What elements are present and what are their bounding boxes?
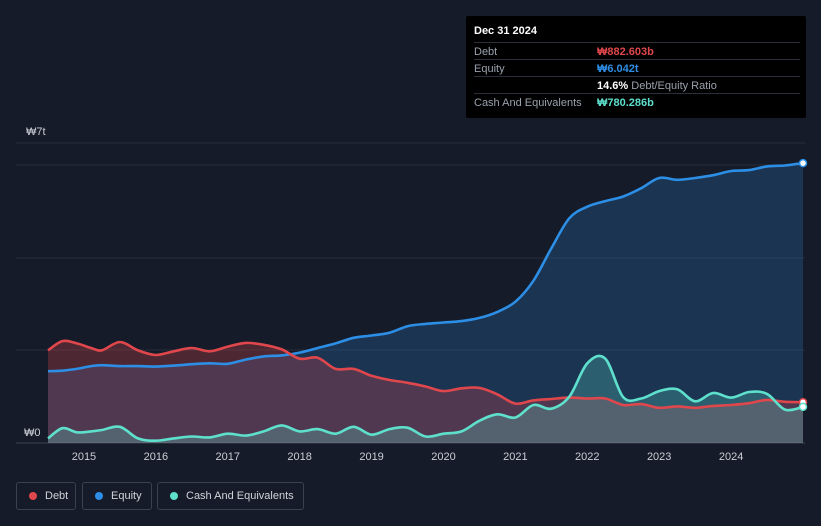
legend-label: Equity xyxy=(111,490,142,502)
legend-item-debt[interactable]: Debt xyxy=(16,482,76,510)
series-areas xyxy=(48,163,803,443)
tooltip-row-debt: Debt ₩882.603b xyxy=(474,42,800,60)
legend-label: Cash And Equivalents xyxy=(186,490,294,502)
legend-dot-icon xyxy=(29,492,37,500)
tooltip-date: Dec 31 2024 xyxy=(474,25,537,37)
tooltip-label: Cash And Equivalents xyxy=(474,97,582,109)
x-tick-label: 2015 xyxy=(72,451,96,463)
legend-item-cash[interactable]: Cash And Equivalents xyxy=(157,482,304,510)
tooltip-label: Debt xyxy=(474,46,498,58)
y-tick-max: ₩7t xyxy=(26,126,46,138)
series-lines xyxy=(47,161,804,442)
gridlines xyxy=(16,142,805,444)
legend-item-equity[interactable]: Equity xyxy=(82,482,152,510)
line-equity xyxy=(47,161,804,373)
x-axis-ticks: 2015 2016 2017 2018 2019 2020 2021 2022 2023 2024 xyxy=(72,451,744,463)
x-tick-label: 2017 xyxy=(216,451,240,463)
y-tick-zero: ₩0 xyxy=(24,427,41,439)
tooltip-value-debt: ₩882.603b xyxy=(597,46,654,58)
tooltip-ratio: 14.6% Debt/Equity Ratio xyxy=(597,80,717,92)
x-tick-label: 2020 xyxy=(431,451,455,463)
x-tick-label: 2016 xyxy=(144,451,168,463)
end-marker-equity xyxy=(798,158,808,168)
end-markers xyxy=(798,158,808,412)
legend-label: Debt xyxy=(45,490,69,502)
area-equity xyxy=(48,163,803,443)
line-cash-and-equivalents xyxy=(47,354,804,442)
tooltip-label: Equity xyxy=(474,63,505,75)
x-tick-label: 2021 xyxy=(503,451,527,463)
x-tick-label: 2022 xyxy=(575,451,599,463)
tooltip-row-cash: Cash And Equivalents ₩780.286b xyxy=(474,93,800,111)
x-tick-label: 2024 xyxy=(719,451,743,463)
tooltip-value-cash: ₩780.286b xyxy=(597,97,654,109)
tooltip-row-equity: Equity ₩6.042t xyxy=(474,59,800,77)
tooltip-value-equity: ₩6.042t xyxy=(597,63,639,75)
area-debt xyxy=(48,340,803,443)
tooltip-panel: Dec 31 2024 Debt ₩882.603b Equity ₩6.042… xyxy=(466,16,806,118)
ratio-label: Debt/Equity Ratio xyxy=(631,80,717,92)
legend-dot-icon xyxy=(95,492,103,500)
x-tick-label: 2023 xyxy=(647,451,671,463)
x-tick-label: 2018 xyxy=(287,451,311,463)
line-debt xyxy=(47,339,804,410)
tooltip-row-ratio: 14.6% Debt/Equity Ratio xyxy=(474,76,800,94)
x-tick-label: 2019 xyxy=(359,451,383,463)
end-marker-cash-and-equivalents xyxy=(798,402,808,412)
legend-dot-icon xyxy=(170,492,178,500)
ratio-value: 14.6% xyxy=(597,80,629,92)
